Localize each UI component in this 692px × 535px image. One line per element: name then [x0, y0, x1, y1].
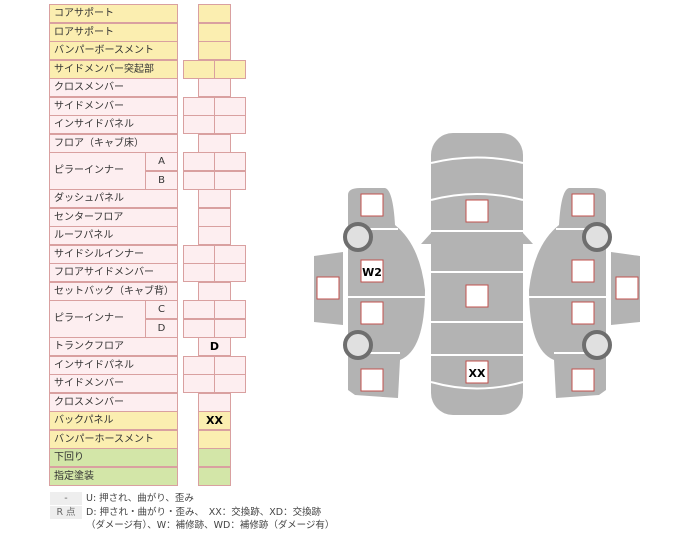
wheel-icon	[343, 330, 373, 360]
mark-box[interactable]	[316, 276, 340, 300]
center-car-body	[431, 133, 523, 415]
center-car-wing-left	[421, 233, 431, 244]
center-car-wing-right	[523, 233, 533, 244]
mark-box[interactable]	[360, 193, 384, 217]
mark-box[interactable]	[360, 368, 384, 392]
mark-box[interactable]	[571, 301, 595, 325]
wheel-icon	[343, 222, 373, 252]
mark-box[interactable]	[465, 284, 489, 308]
row-label: 指定塗装	[49, 466, 178, 486]
legend-text: U: 押され、曲がり、歪み	[86, 493, 194, 504]
mark-cell[interactable]	[198, 466, 231, 486]
wheel-icon	[582, 222, 612, 252]
legend-key: -	[50, 492, 82, 505]
right-car-body	[529, 188, 606, 398]
mark-box[interactable]	[571, 259, 595, 283]
mark-cell[interactable]: XX	[198, 411, 231, 430]
mark-box[interactable]	[465, 199, 489, 223]
mark-box[interactable]	[571, 193, 595, 217]
legend-text: D: 押され・曲がり・歪み、 XX：交換跡、XD：交換跡	[86, 507, 322, 518]
left-mark-label: W2	[362, 266, 382, 279]
mark-box[interactable]	[360, 259, 384, 283]
row-label: ピラーインナー	[49, 300, 146, 338]
legend-line-1: - U: 押され、曲がり、歪み	[50, 492, 194, 505]
legend-line-2: R 点 D: 押され・曲がり・歪み、 XX：交換跡、XD：交換跡	[50, 506, 321, 519]
left-car-body	[348, 188, 425, 398]
mark-box[interactable]	[571, 368, 595, 392]
mark-box[interactable]	[615, 276, 639, 300]
wheel-icon	[582, 330, 612, 360]
legend-key: R 点	[50, 506, 82, 519]
row-label: ピラーインナー	[49, 152, 146, 190]
center-mark-label: XX	[469, 367, 486, 380]
legend-line-3: （ダメージ有）、W：補修跡、WD：補修跡（ダメージ有）	[86, 520, 335, 531]
mark-box[interactable]	[465, 360, 489, 384]
mark-box[interactable]	[360, 301, 384, 325]
